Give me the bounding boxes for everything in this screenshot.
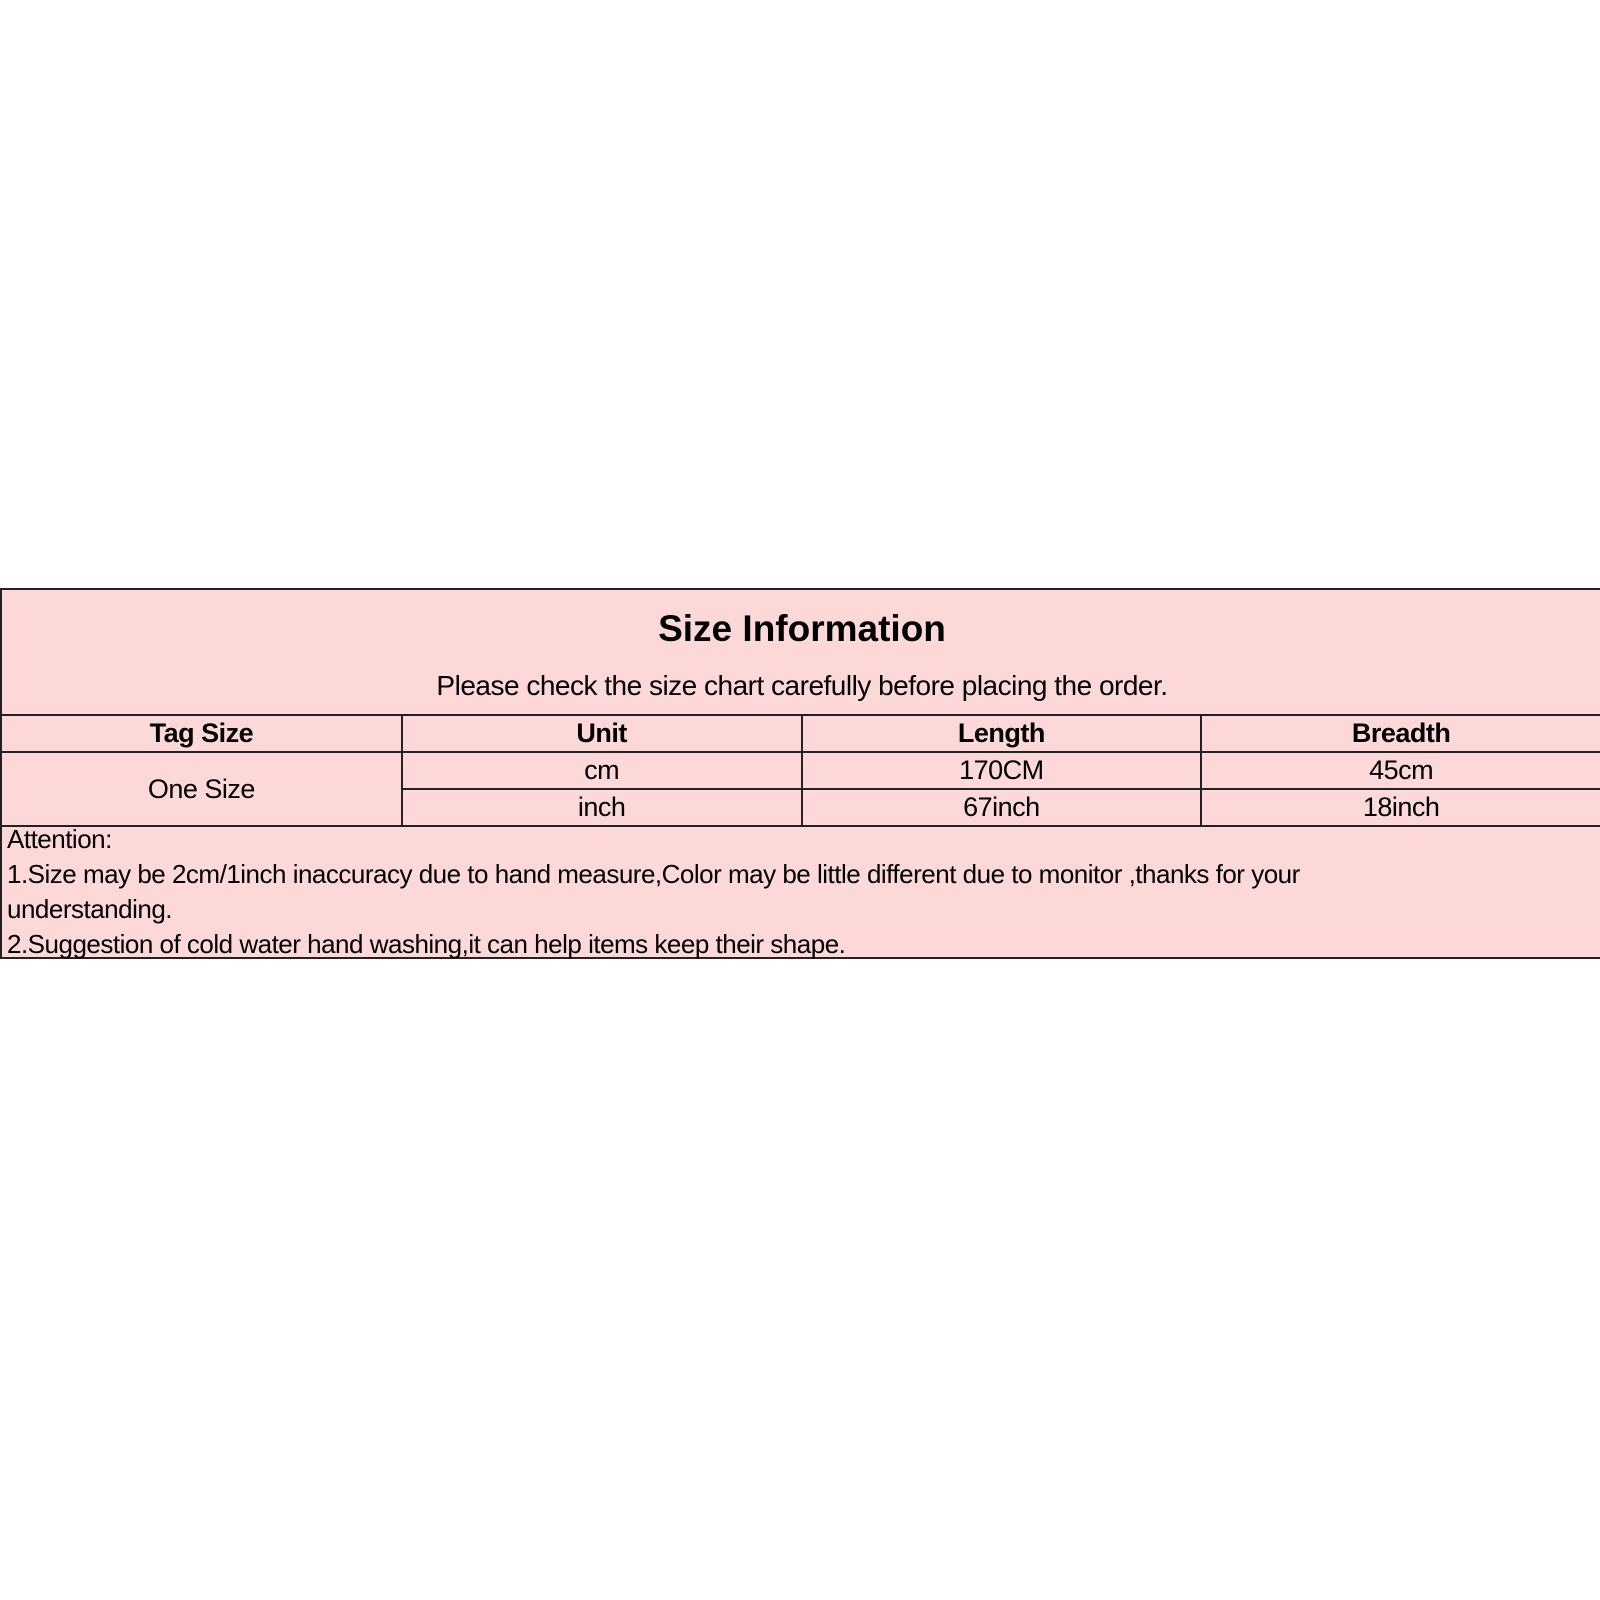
header-tag-size: Tag Size — [2, 714, 403, 753]
title: Size Information — [658, 608, 946, 649]
breadth-cell: 45cm — [1200, 751, 1600, 790]
tag-size-cell: One Size — [2, 751, 403, 827]
length-cell: 67inch — [800, 788, 1203, 827]
header-breadth: Breadth — [1200, 714, 1600, 753]
attention-notes: Attention: 1.Size may be 2cm/1inch inacc… — [7, 822, 1300, 962]
header-unit: Unit — [400, 714, 803, 753]
unit-cell: inch — [401, 788, 803, 827]
header-length: Length — [800, 714, 1203, 753]
size-information-sheet: Size Information Please check the size c… — [0, 588, 1600, 959]
unit-cell: cm — [400, 751, 803, 790]
table-row: One Size cm 170CM 45cm — [2, 751, 1600, 827]
header-row: Tag Size Unit Length Breadth — [2, 714, 1600, 753]
notes-heading: Attention: — [7, 824, 112, 854]
subtitle: Please check the size chart carefully be… — [436, 670, 1168, 701]
note-line: understanding. — [7, 894, 173, 924]
length-cell: 170CM — [800, 751, 1203, 790]
note-line: 2.Suggestion of cold water hand washing,… — [7, 929, 846, 959]
size-table: Tag Size Unit Length Breadth One Size cm… — [2, 714, 1600, 827]
note-line: 1.Size may be 2cm/1inch inaccuracy due t… — [7, 859, 1300, 889]
table-row: inch 67inch 18inch — [2, 788, 1600, 827]
breadth-cell: 18inch — [1200, 788, 1600, 827]
